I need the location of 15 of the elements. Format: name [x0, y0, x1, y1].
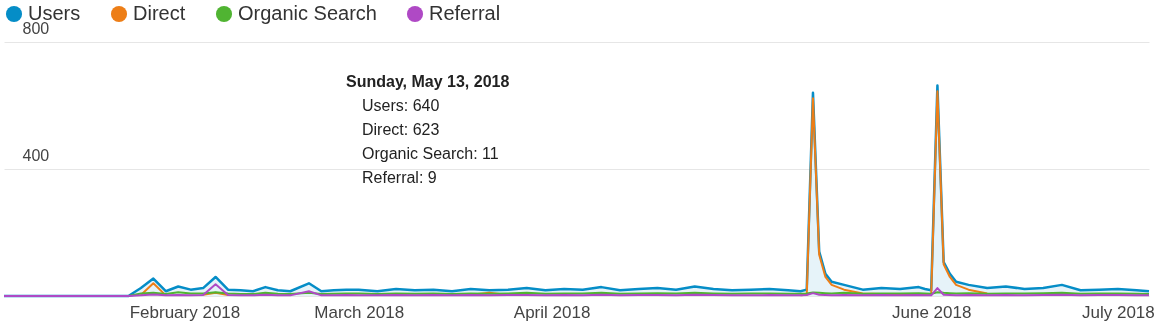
annotation: Sunday, May 13, 2018: [346, 73, 510, 90]
annotation: Referral: 9: [362, 169, 437, 186]
annotation: Direct: 623: [362, 121, 440, 138]
annotation: Users: 640: [362, 97, 440, 114]
x-tick-label: March 2018: [314, 302, 405, 322]
x-tick-label: February 2018: [129, 302, 241, 322]
y-tick-label: 400: [22, 146, 50, 164]
x-tick-label: July 2018: [1082, 302, 1155, 322]
annotation: Organic Search: 11: [362, 145, 499, 162]
x-tick-label: June 2018: [892, 302, 972, 322]
legend-label: Organic Search: [238, 2, 377, 24]
y-tick-label: 800: [22, 19, 50, 37]
x-tick-label: April 2018: [513, 302, 591, 322]
legend-label: Direct: [133, 2, 186, 24]
legend-label: Referral: [429, 2, 501, 24]
